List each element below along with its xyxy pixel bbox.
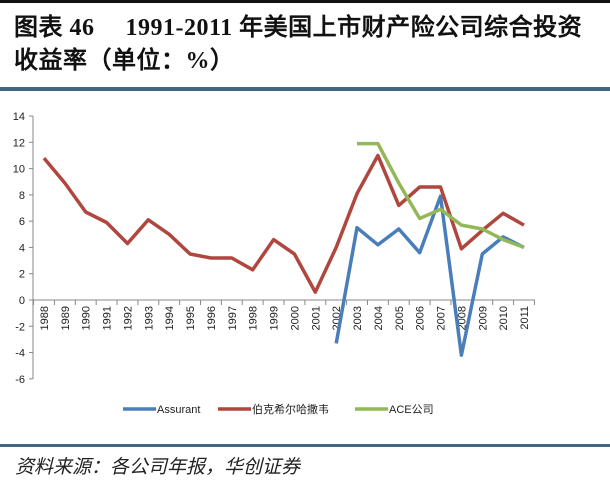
x-tick-label: 1991 [102, 306, 114, 330]
x-tick-label: 2007 [436, 306, 448, 330]
x-tick-label: 1989 [60, 306, 72, 330]
x-tick-label: 2006 [415, 306, 427, 330]
y-tick-label: 4 [19, 242, 25, 254]
x-tick-label: 2010 [498, 306, 510, 330]
legend-label: 伯克希尔哈撒韦 [252, 402, 329, 416]
x-tick-label: 1997 [227, 306, 239, 330]
x-tick-label: 2004 [373, 306, 385, 330]
legend-item-0: Assurant [123, 404, 200, 416]
series-line-0 [334, 194, 525, 357]
x-tick-label: 1998 [248, 306, 260, 330]
y-tick-label: -4 [15, 348, 25, 360]
chart-title: 图表 46 1991-2011 年美国上市财产险公司综合投资 收益率（单位：%） [14, 12, 604, 78]
x-tick-label: 1996 [206, 306, 218, 330]
x-tick-label: 1990 [81, 306, 93, 330]
x-tick-label: 2005 [394, 306, 406, 330]
series-line-1 [42, 153, 525, 294]
legend-label: Assurant [157, 404, 200, 416]
x-tick-label: 1993 [143, 306, 155, 330]
line-chart: 14 12 10 8 6 4 2 0 -2 -4 -6 1988 1989 1990 1991 1992 199… [0, 92, 610, 442]
top-rule [0, 0, 610, 3]
series-line-2 [357, 141, 525, 250]
axes: 14 12 10 8 6 4 2 0 -2 -4 -6 1988 1989 1990 1991 1992 199… [13, 111, 535, 386]
series-lines [42, 141, 525, 357]
y-tick-label: 2 [19, 269, 25, 281]
x-tick-label: 2009 [477, 306, 489, 330]
x-tick-label: 2011 [519, 306, 531, 330]
x-tick-label: 1992 [122, 306, 134, 330]
x-tick-label: 1988 [39, 306, 51, 330]
y-tick-label: 6 [19, 216, 25, 228]
y-tick-label: -6 [15, 374, 25, 386]
x-tick-label: 1994 [164, 306, 176, 330]
y-tick-label: 0 [19, 295, 25, 307]
x-tick-label: 1995 [185, 306, 197, 330]
y-tick-label: 12 [13, 137, 25, 149]
footer-rule [0, 444, 610, 447]
y-tick-label: 10 [13, 164, 25, 176]
legend-item-2: ACE公司 [355, 404, 434, 416]
y-tick-label: -2 [15, 321, 25, 333]
legend-item-1: 伯克希尔哈撒韦 [218, 402, 329, 416]
y-tick-label: 14 [13, 111, 25, 123]
y-tick-label: 8 [19, 190, 25, 202]
x-tick-label: 2008 [456, 306, 468, 330]
source-note: 资料来源：各公司年报，华创证券 [15, 457, 301, 478]
x-tick-label: 1999 [269, 306, 281, 330]
legend: Assurant 伯克希尔哈撒韦 ACE公司 [123, 402, 434, 416]
chart-canvas: 14 12 10 8 6 4 2 0 -2 -4 -6 1988 1989 1990 1991 1992 199… [13, 111, 535, 416]
title-rule [0, 87, 610, 91]
x-tick-label: 2000 [289, 306, 301, 330]
legend-label: ACE公司 [389, 404, 434, 416]
x-tick-label: 2001 [310, 306, 322, 330]
x-tick-label: 2003 [352, 306, 364, 330]
title-line-1: 图表 46 1991-2011 年美国上市财产险公司综合投资 [14, 15, 583, 41]
title-line-2: 收益率（单位：%） [14, 48, 235, 74]
